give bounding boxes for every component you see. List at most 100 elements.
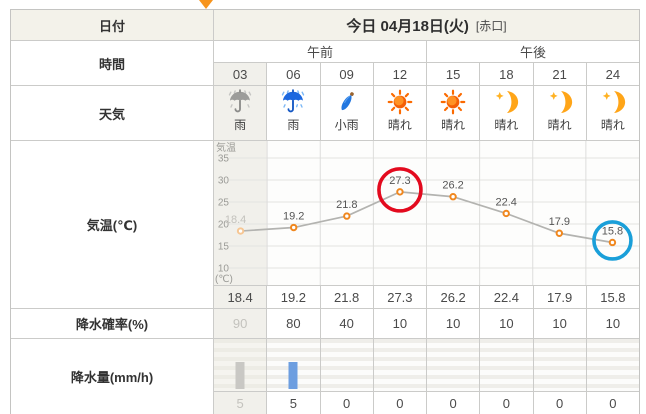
weather-condition: 晴れ <box>494 118 519 132</box>
hour-cell-12: 12 <box>373 63 426 85</box>
precip-amount-row-label: 降水量(mm/h) <box>11 339 213 414</box>
precip-bar <box>235 362 245 389</box>
precip-prob-cell: 10 <box>427 309 480 338</box>
svg-text:(℃): (℃) <box>215 274 233 285</box>
weather-condition: 雨 <box>234 118 247 132</box>
svg-text:19.2: 19.2 <box>283 211 304 223</box>
moon-star-icon <box>602 90 626 114</box>
weather-cell: 晴れ <box>586 86 639 140</box>
date-row-label: 日付 <box>11 10 213 40</box>
svg-text:30: 30 <box>218 176 230 187</box>
date-value: 今日 04月18日(火) [赤口] <box>214 10 639 40</box>
hour-cell-15: 15 <box>427 63 480 85</box>
sun-icon <box>440 89 466 115</box>
time-row-label: 時間 <box>11 41 213 85</box>
umbrella-rain-icon <box>282 89 305 113</box>
precip-bar-cell <box>427 339 480 391</box>
weather-cell: 小雨 <box>320 86 373 140</box>
temp-value-cell: 17.9 <box>533 286 586 308</box>
weather-condition: 小雨 <box>334 118 359 132</box>
precip-prob-cell: 10 <box>480 309 533 338</box>
hour-cell-18: 18 <box>480 63 533 85</box>
svg-text:20: 20 <box>218 220 230 231</box>
weather-cell: 晴れ <box>373 86 426 140</box>
precip-bar-cell <box>214 339 267 391</box>
weather-cell: 雨 <box>214 86 267 140</box>
temp-value-cell: 19.2 <box>267 286 320 308</box>
weather-condition: 晴れ <box>547 118 572 132</box>
svg-text:26.2: 26.2 <box>442 180 463 192</box>
min-temp-highlight <box>592 220 633 261</box>
weather-cell: 晴れ <box>480 86 533 140</box>
precip-bar-cell <box>586 339 639 391</box>
weather-condition: 晴れ <box>600 118 625 132</box>
precip-amount-cell: 0 <box>320 392 373 414</box>
precip-prob-cell: 80 <box>267 309 320 338</box>
hour-cell-06: 06 <box>267 63 320 85</box>
hour-cell-09: 09 <box>320 63 373 85</box>
svg-text:気温: 気温 <box>216 141 236 154</box>
umbrella-rain-gray-icon <box>228 89 252 113</box>
weather-cell: 晴れ <box>533 86 586 140</box>
svg-text:35: 35 <box>218 154 230 165</box>
precip-prob-row-label: 降水確率(%) <box>11 309 213 338</box>
precip-bar <box>288 362 298 389</box>
temp-value-cell: 27.3 <box>373 286 426 308</box>
temp-value-cell: 26.2 <box>427 286 480 308</box>
svg-text:21.8: 21.8 <box>336 199 357 211</box>
svg-text:17.9: 17.9 <box>549 216 570 228</box>
svg-text:15.8: 15.8 <box>602 225 623 237</box>
svg-text:18.4: 18.4 <box>225 214 246 226</box>
svg-text:25: 25 <box>218 198 230 209</box>
weather-condition: 晴れ <box>441 118 466 132</box>
pm-label: 午後 <box>427 41 639 62</box>
hour-cell-21: 21 <box>533 63 586 85</box>
temp-value-cell: 18.4 <box>214 286 267 308</box>
precip-prob-cell: 10 <box>373 309 426 338</box>
date-text: 今日 04月18日(火) <box>346 17 469 35</box>
precip-prob-cell: 10 <box>586 309 639 338</box>
precip-amount-cell: 0 <box>586 392 639 414</box>
weather-cell: 晴れ <box>427 86 480 140</box>
weather-row-label: 天気 <box>11 86 213 140</box>
precip-amount-cell: 0 <box>480 392 533 414</box>
moon-star-icon <box>549 90 572 114</box>
hour-cell-03: 03 <box>214 63 267 85</box>
temp-value-cell: 15.8 <box>586 286 639 308</box>
temperature-line-chart: 35 30 25 20 15 10 気温 (℃) 18.4 19.2 21.8 27.3 26.2 22.… <box>214 141 639 285</box>
precip-bar-cell <box>373 339 426 391</box>
weather-cell: 雨 <box>267 86 320 140</box>
svg-text:27.3: 27.3 <box>389 175 410 187</box>
moon-star-icon <box>496 90 519 114</box>
weather-condition: 晴れ <box>387 118 412 132</box>
precip-bar-cell <box>533 339 586 391</box>
temp-value-cell: 22.4 <box>480 286 533 308</box>
sun-icon <box>387 89 413 115</box>
temperature-chart: 35 30 25 20 15 10 気温 (℃) 18.4 19.2 21.8 27.3 26.2 22.… <box>214 141 639 285</box>
forecast-table: 日付 今日 04月18日(火) [赤口] 時間 午前 午後 03 06 09 1… <box>10 9 640 414</box>
precip-amount-cell: 5 <box>214 392 267 414</box>
max-temp-highlight <box>377 167 423 213</box>
precip-prob-cell: 90 <box>214 309 267 338</box>
precip-bar-cell <box>267 339 320 391</box>
rokuyo-label: [赤口] <box>475 18 507 33</box>
precip-amount-cell: 5 <box>267 392 320 414</box>
svg-text:10: 10 <box>218 264 230 275</box>
am-label: 午前 <box>214 41 426 62</box>
precip-amount-cell: 0 <box>373 392 426 414</box>
precip-bar-cell <box>320 339 373 391</box>
precip-bar-cell <box>480 339 533 391</box>
closed-umbrella-icon <box>341 92 354 111</box>
svg-text:15: 15 <box>218 242 230 253</box>
weather-condition: 雨 <box>287 118 300 132</box>
precip-prob-cell: 10 <box>533 309 586 338</box>
current-time-arrow-icon <box>199 0 213 9</box>
svg-text:22.4: 22.4 <box>495 196 516 208</box>
temp-value-cell: 21.8 <box>320 286 373 308</box>
precip-amount-cell: 0 <box>427 392 480 414</box>
temperature-row-label: 気温(℃) <box>11 141 213 308</box>
precip-prob-cell: 40 <box>320 309 373 338</box>
precip-amount-cell: 0 <box>533 392 586 414</box>
hour-cell-24: 24 <box>586 63 639 85</box>
